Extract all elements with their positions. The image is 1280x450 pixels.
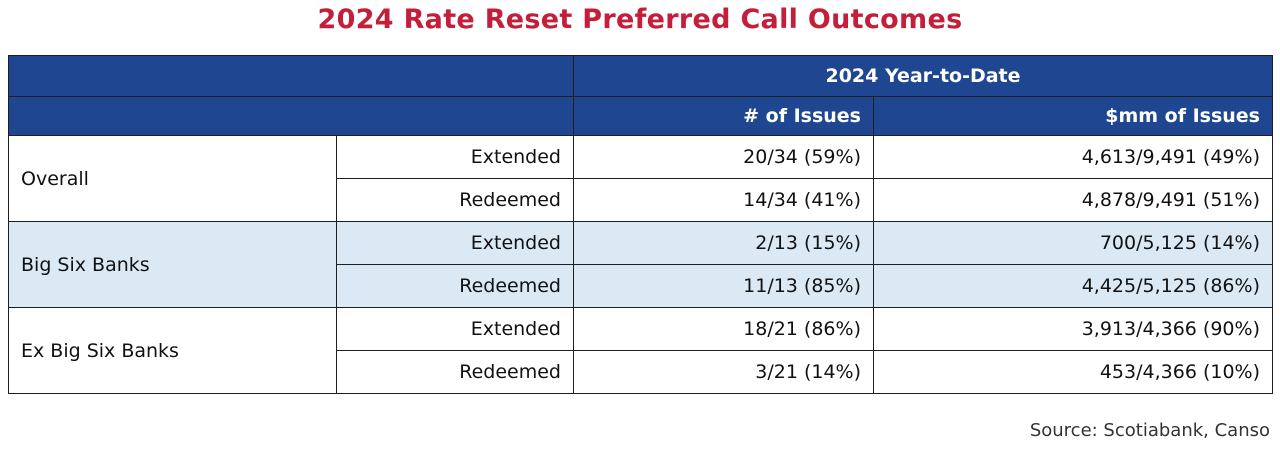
amount-cell: 453/4,366 (10%) [873,350,1273,394]
call-outcomes-table: 2024 Year-to-Date # of Issues $mm of Iss… [8,55,1273,394]
group-label: Big Six Banks [8,221,337,308]
table-row: Overall Extended 20/34 (59%) 4,613/9,491… [8,135,1273,222]
header-blank-cell [8,96,574,136]
outcome-label: Extended [336,135,574,179]
header-row-columns: # of Issues $mm of Issues [8,96,1273,136]
period-header: 2024 Year-to-Date [573,55,1273,97]
table-row: Big Six Banks Extended 2/13 (15%) 700/5,… [8,221,1273,308]
count-cell: 2/13 (15%) [573,221,874,265]
outcome-label: Extended [336,307,574,351]
group-label: Overall [8,135,337,222]
count-cell: 11/13 (85%) [573,264,874,308]
count-cell: 14/34 (41%) [573,178,874,222]
amount-cell: 4,878/9,491 (51%) [873,178,1273,222]
count-cell: 3/21 (14%) [573,350,874,394]
amount-cell: 700/5,125 (14%) [873,221,1273,265]
count-cell: 18/21 (86%) [573,307,874,351]
table-row: Redeemed 14/34 (41%) 4,878/9,491 (51%) [9,178,1273,222]
table-row: Redeemed 11/13 (85%) 4,425/5,125 (86%) [9,264,1273,308]
table-row: Redeemed 3/21 (14%) 453/4,366 (10%) [9,350,1273,394]
source-note: Source: Scotiabank, Canso [1029,420,1270,441]
column-header-count: # of Issues [573,96,874,136]
outcome-label: Redeemed [336,264,574,308]
page-title: 2024 Rate Reset Preferred Call Outcomes [317,4,963,35]
amount-cell: 3,913/4,366 (90%) [873,307,1273,351]
count-cell: 20/34 (59%) [573,135,874,179]
outcome-label: Redeemed [336,178,574,222]
amount-cell: 4,613/9,491 (49%) [873,135,1273,179]
group-label: Ex Big Six Banks [8,307,337,394]
header-blank-cell [8,55,574,97]
table-row: Ex Big Six Banks Extended 18/21 (86%) 3,… [8,307,1273,394]
header-row-period: 2024 Year-to-Date [8,55,1273,97]
amount-cell: 4,425/5,125 (86%) [873,264,1273,308]
outcome-label: Extended [336,221,574,265]
outcome-label: Redeemed [336,350,574,394]
column-header-amount: $mm of Issues [873,96,1273,136]
